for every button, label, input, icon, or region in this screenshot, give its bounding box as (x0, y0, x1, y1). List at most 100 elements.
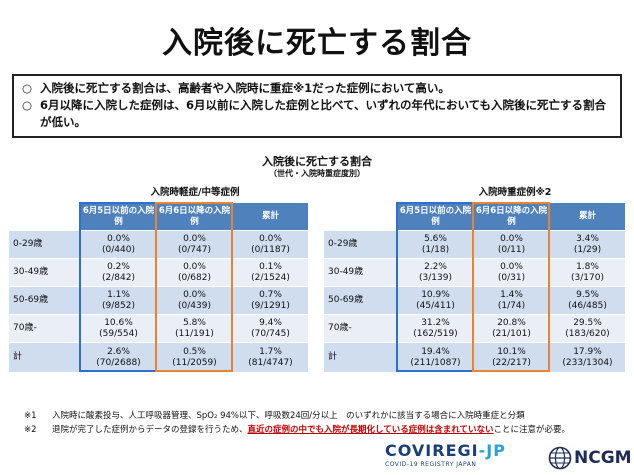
rate: 19.4% (421, 346, 450, 357)
value-cell: 9.5% (46/485) (549, 286, 626, 315)
rate: 10.1% (497, 346, 526, 357)
summary-line: ○ 入院後に死亡する割合は、高齢者や入院時に重症※1だった症例において高い。 (22, 80, 612, 97)
rate: 0.0% (183, 233, 206, 244)
table-row: 0-29歳 5.6% (1/18) 0.0% (0/11) 3.4% (1/29) (323, 230, 626, 259)
summary-line: ○ 6月以降に入院した症例は、6月以前に入院した症例と比べて、いずれの年代におい… (22, 97, 612, 131)
value-cell: 10.1% (22/217) (473, 342, 550, 373)
table-row: 30-49歳 2.2% (3/139) 0.0% (0/31) 1.8% (3/170… (323, 258, 626, 287)
value-cell: 19.4% (211/1087) (397, 342, 474, 373)
value-cell: 2.6% (70/2688) (80, 342, 157, 373)
count: (183/620) (565, 328, 610, 339)
value-cell: 0.2% (2/842) (80, 258, 157, 287)
footnote-text: 入院時に酸素投与、人工呼吸器管理、SpO₂ 94%以下、呼吸数24回/分以上 の… (52, 411, 525, 421)
rate: 1.4% (500, 289, 523, 300)
value-cell: 0.0% (0/440) (80, 230, 157, 259)
count: (2/842) (102, 272, 135, 283)
rate: 0.2% (107, 261, 130, 272)
header-after-jun6: 6月6日以降の入院例 (156, 202, 233, 231)
summary-text: 入院後に死亡する割合は、高齢者や入院時に重症※1だった症例において高い。 (40, 81, 450, 95)
rate: 2.2% (424, 261, 447, 272)
coviregi-subtitle: COVID-19 REGISTRY JAPAN (385, 461, 477, 468)
count: (45/411) (416, 300, 455, 311)
count: (0/31) (497, 272, 526, 283)
count: (2/1524) (251, 272, 290, 283)
count: (211/1087) (410, 357, 461, 368)
count: (11/2059) (172, 357, 217, 368)
summary-text: 6月以降に入院した症例は、6月以前に入院した症例と比べて、いずれの年代においても… (40, 98, 607, 129)
rate: 0.1% (259, 261, 282, 272)
header-before-jun5: 6月5日以前の入院例 (80, 202, 157, 231)
header-before-jun5: 6月5日以前の入院例 (397, 202, 474, 231)
age-label: 50-69歳 (323, 286, 398, 315)
rate: 10.6% (104, 317, 133, 328)
severe-cases-table: 6月5日以前の入院例 6月6日以降の入院例 累計 0-29歳 5.6% (1/18… (323, 202, 626, 373)
value-cell: 0.0% (0/11) (473, 230, 550, 259)
value-cell: 0.7% (9/1291) (232, 286, 309, 315)
header-total: 累計 (549, 202, 626, 231)
footnote-2: ※2 退院が完了した症例からデータの登録を行うため、直近の症例の中でも入院が長期… (24, 424, 632, 436)
header-blank (323, 202, 398, 231)
value-cell: 0.1% (2/1524) (232, 258, 309, 287)
rate: 0.7% (259, 289, 282, 300)
rate: 1.8% (576, 261, 599, 272)
age-label: 70歳- (8, 314, 81, 343)
footnote-mark: ※1 (24, 411, 37, 421)
value-cell: 0.5% (11/2059) (156, 342, 233, 373)
ncgm-wordmark: NCGM (574, 448, 632, 468)
value-cell: 29.5% (183/620) (549, 314, 626, 343)
rate: 20.8% (497, 317, 526, 328)
age-label: 30-49歳 (8, 258, 81, 287)
count: (233/1304) (562, 357, 613, 368)
footnote-text-part: 退院が完了した症例からデータの登録を行うため、 (52, 425, 248, 435)
table-row: 50-69歳 1.1% (9/852) 0.0% (0/439) 0.7% (9/12… (8, 286, 309, 315)
value-cell: 20.8% (21/101) (473, 314, 550, 343)
count: (1/74) (497, 300, 526, 311)
count: (70/2688) (96, 357, 141, 368)
count: (0/440) (102, 244, 135, 255)
table-row: 0-29歳 0.0% (0/440) 0.0% (0/747) 0.0% (0/118… (8, 230, 309, 259)
value-cell: 5.8% (11/191) (156, 314, 233, 343)
header-blank (8, 202, 81, 231)
rate: 31.2% (421, 317, 450, 328)
rate: 5.6% (424, 233, 447, 244)
age-label: 70歳- (323, 314, 398, 343)
value-cell: 3.4% (1/29) (549, 230, 626, 259)
rate: 0.0% (500, 261, 523, 272)
count: (1/18) (421, 244, 450, 255)
rate: 1.1% (107, 289, 130, 300)
count: (0/439) (178, 300, 211, 311)
coviregi-wordmark: COVIREGI-JP (385, 441, 545, 460)
value-cell: 0.0% (0/439) (156, 286, 233, 315)
globe-icon (548, 446, 572, 470)
age-label: 0-29歳 (8, 230, 81, 259)
footnote-text: 退院が完了した症例からデータの登録を行うため、直近の症例の中でも入院が長期化して… (52, 424, 632, 436)
rate: 17.9% (573, 346, 602, 357)
header-total: 累計 (232, 202, 309, 231)
value-cell: 0.0% (0/747) (156, 230, 233, 259)
table-header-row: 6月5日以前の入院例 6月6日以降の入院例 累計 (323, 202, 626, 231)
count: (59/554) (99, 328, 138, 339)
mild-cases-table: 6月5日以前の入院例 6月6日以降の入院例 累計 0-29歳 0.0% (0/44… (8, 202, 309, 373)
value-cell: 5.6% (1/18) (397, 230, 474, 259)
bullet-circle-icon: ○ (22, 81, 33, 95)
table-title: 入院後に死亡する割合 (262, 155, 372, 168)
mild-group-title: 入院時軽症/中等症例 (150, 187, 240, 198)
rate: 10.9% (421, 289, 450, 300)
count: (162/519) (413, 328, 458, 339)
value-cell: 1.1% (9/852) (80, 286, 157, 315)
value-cell: 9.4% (70/745) (232, 314, 309, 343)
coviregi-main: COVIREGI (385, 441, 479, 460)
rate: 29.5% (573, 317, 602, 328)
value-cell: 2.2% (3/139) (397, 258, 474, 287)
count: (70/745) (251, 328, 290, 339)
rate: 0.0% (183, 289, 206, 300)
value-cell: 1.8% (3/170) (549, 258, 626, 287)
table-row: 70歳- 10.6% (59/554) 5.8% (11/191) 9.4% (70/… (8, 314, 309, 343)
table-row: 30-49歳 0.2% (2/842) 0.0% (0/682) 0.1% (2/15… (8, 258, 309, 287)
footnote-1: ※1 入院時に酸素投与、人工呼吸器管理、SpO₂ 94%以下、呼吸数24回/分以… (24, 410, 632, 422)
summary-box: ○ 入院後に死亡する割合は、高齢者や入院時に重症※1だった症例において高い。 ○… (12, 74, 622, 138)
count: (9/852) (102, 300, 135, 311)
table-header-row: 6月5日以前の入院例 6月6日以降の入院例 累計 (8, 202, 309, 231)
age-label: 30-49歳 (323, 258, 398, 287)
header-after-jun6: 6月6日以降の入院例 (473, 202, 550, 231)
